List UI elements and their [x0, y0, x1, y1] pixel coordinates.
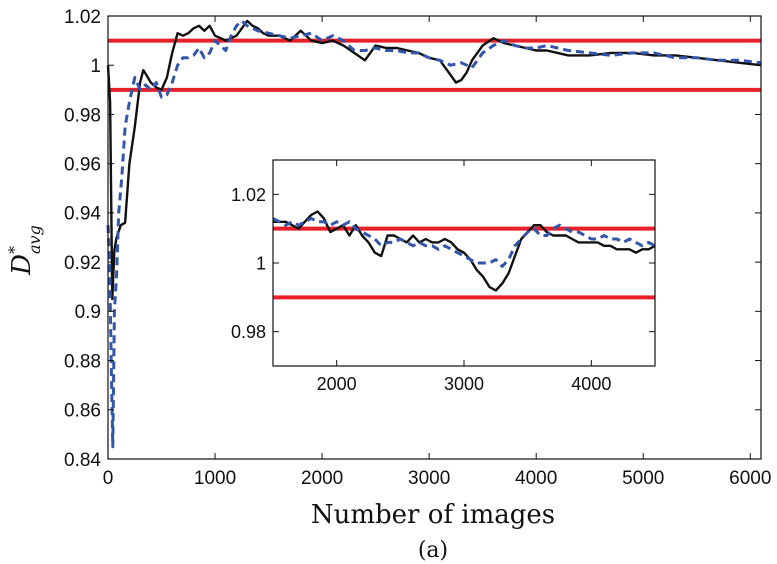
y-axis-label-main: D — [7, 254, 37, 276]
main-y-tick-label: 1 — [90, 56, 101, 77]
main-series-dashed-line — [106, 19, 762, 449]
inset-series-dashed-line — [272, 216, 656, 268]
main-y-tick-label: 0.84 — [64, 450, 101, 471]
y-axis-label: D*avg — [5, 225, 44, 276]
main-y-tick-label: 0.86 — [64, 401, 101, 422]
main-plot-frame — [107, 15, 762, 460]
main-y-axis-ticks: 0.84 0.86 0.88 0.9 0.92 0.94 0.96 0.98 1 1.02 — [64, 7, 761, 471]
inset-y-tick-label: 1 — [256, 253, 266, 273]
main-x-tick-label: 0 — [103, 468, 114, 489]
inset-series-solid-line — [273, 210, 656, 292]
main-series-group — [106, 19, 762, 449]
main-x-tick-label: 6000 — [729, 468, 771, 489]
main-y-tick-label: 0.92 — [64, 253, 101, 274]
main-y-tick-label: 0.88 — [64, 351, 101, 372]
main-x-tick-label: 3000 — [408, 468, 450, 489]
inset-x-tick-label: 3000 — [444, 374, 484, 394]
inset-series-group — [272, 210, 656, 292]
y-axis-label-text: D*avg — [5, 225, 44, 276]
inset-x-tick-label: 2000 — [317, 374, 357, 394]
x-axis-label: Number of images — [311, 500, 555, 530]
main-plot: 0 1000 2000 3000 4000 5000 6000 0.840.860.880.… — [64, 7, 771, 489]
inset-x-tick-label: 4000 — [571, 374, 611, 394]
figure-caption: (a) — [418, 538, 448, 563]
inset-x-axis-ticks: 2000 3000 4000 — [317, 160, 611, 394]
inset-y-tick-label: 0.98 — [231, 322, 266, 342]
main-y-tick-label: 0.96 — [64, 155, 101, 176]
main-series-solid-line — [106, 19, 762, 301]
main-y-tick-label: 0.9 — [75, 302, 101, 323]
main-y-tick-label: 1.02 — [64, 7, 101, 28]
main-x-tick-label: 5000 — [622, 468, 664, 489]
y-axis-label-superscript: * — [5, 246, 24, 254]
main-y-tick-label: 0.94 — [64, 204, 101, 225]
inset-y-tick-label: 1.02 — [231, 185, 266, 205]
y-axis-label-subscript: avg — [25, 225, 44, 254]
main-x-tick-label: 4000 — [515, 468, 557, 489]
main-x-tick-label: 2000 — [301, 468, 343, 489]
main-x-axis-ticks: 0 1000 2000 3000 4000 5000 6000 — [103, 16, 771, 489]
main-y-tick-label: 0.98 — [64, 105, 101, 126]
main-x-tick-label: 1000 — [194, 468, 236, 489]
inset-plot: 2000 3000 4000 0.98 1 1.02 — [231, 159, 656, 394]
inset-y-axis-ticks: 0.98 1 1.02 — [231, 185, 655, 342]
inset-background — [273, 160, 655, 366]
